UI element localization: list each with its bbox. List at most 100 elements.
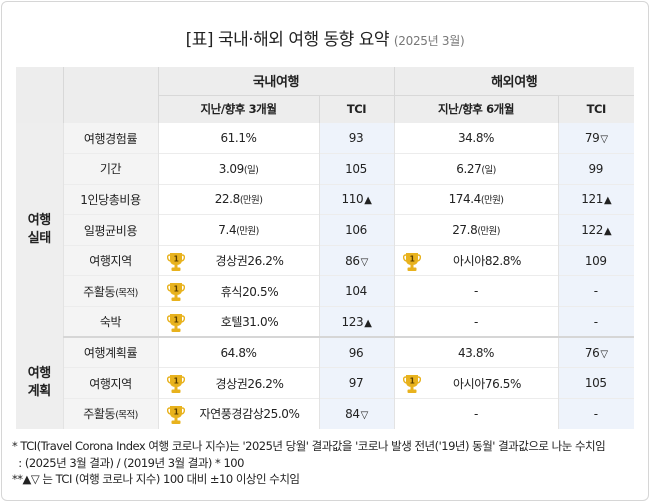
value-unit: (일): [243, 164, 259, 176]
value: 27.8: [452, 223, 478, 238]
domestic-value-cell: 22.8(만원): [157, 183, 319, 215]
value-wrap: 6.27(일): [395, 154, 558, 184]
overseas-value-cell: 43.8%: [393, 336, 558, 368]
tci-marker: ▲: [364, 195, 372, 207]
value: 휴식20.5%: [220, 284, 279, 299]
value: -: [474, 314, 478, 329]
row-label: 여행계획률: [62, 336, 158, 368]
value-text: 61.1%: [220, 131, 257, 145]
tci-marker: ▽: [600, 134, 608, 146]
tci-value: -: [593, 314, 598, 329]
trophy-rank: 1: [173, 285, 178, 294]
value: 22.8: [214, 192, 241, 207]
tci-value: 109: [584, 253, 607, 268]
table-row: 기간 3.09(일) 105 6.27(일) 99: [16, 153, 634, 185]
group-label-line2: 실태: [27, 231, 52, 247]
domestic-tci-cell: 110▲: [318, 183, 394, 215]
value-text: 64.8%: [220, 346, 257, 360]
overseas-value-cell: 1 아시아82.8%: [393, 244, 558, 276]
group-label-line1: 여행: [27, 213, 52, 229]
summary-table: 국내여행 해외여행 지난/향후 3개월 TCI 지난/향후 6개월 TCI 여행…: [16, 67, 634, 429]
tci-value: -: [593, 406, 598, 421]
value: 6.27: [456, 161, 482, 176]
tci-value: 104: [345, 284, 367, 299]
trophy-icon: 1: [166, 252, 185, 271]
header-domestic-period: 지난/향후 3개월: [157, 94, 319, 123]
table-row: 여행 계획 여행계획률 64.8% 96 43.8% 76▽: [16, 336, 634, 429]
value-unit: (만원): [236, 226, 259, 238]
row-label: 여행지역: [62, 367, 158, 399]
tci-marker: ▽: [360, 409, 369, 421]
domestic-value-cell: 1 경상권26.2%: [157, 367, 319, 399]
value: 3.09: [218, 161, 245, 176]
domestic-tci-cell: 123▲: [318, 306, 394, 338]
value-wrap: 64.8%: [159, 338, 319, 367]
row-label: 여행지역: [62, 244, 158, 276]
domestic-value-cell: 61.1%: [157, 123, 319, 154]
value-wrap: 3.09(일): [159, 154, 319, 184]
value-text: 34.8%: [457, 131, 495, 146]
row-label: 기간: [62, 153, 158, 185]
domestic-value-cell: 7.4(만원): [157, 214, 319, 246]
row-label-text: 주활동: [83, 407, 116, 422]
value-wrap: 7.4(만원): [159, 215, 319, 245]
value: 174.4: [448, 192, 482, 207]
value-wrap: 1 호텔31.0%: [159, 307, 319, 336]
footnote-marker-legend: **▲▽ 는 TCI (여행 코로나 지수) 100 대비 ±10 이상인 수치…: [12, 472, 300, 486]
tci-value: 122: [581, 223, 603, 238]
value: 43.8%: [457, 345, 495, 360]
domestic-value-cell: 1 경상권26.2%: [157, 244, 319, 276]
trophy-rank: 1: [409, 254, 414, 263]
value-text: 휴식20.5%: [199, 283, 279, 300]
value-text: -: [474, 315, 478, 329]
tci-value: 79: [584, 131, 600, 146]
value-text: 아시아82.8%: [431, 252, 521, 269]
tci-value: 93: [348, 131, 364, 146]
tci-value: 97: [348, 376, 364, 391]
header-overseas-period: 지난/향후 6개월: [393, 94, 558, 123]
table-row: 주활동(목적) 1 휴식20.5% 104 - -: [16, 275, 634, 307]
domestic-tci-cell: 105: [318, 153, 394, 185]
title-subtitle: (2025년 3월): [393, 34, 465, 48]
value-unit: (만원): [480, 195, 504, 207]
table-row: 일평균비용 7.4(만원) 106 27.8(만원) 122▲: [16, 214, 634, 246]
trophy-rank: 1: [173, 315, 178, 324]
row-label-sub: (목적): [115, 287, 138, 299]
value-wrap: 1 아시아76.5%: [395, 368, 558, 398]
value: 아시아76.5%: [452, 376, 522, 391]
value-unit: (만원): [477, 226, 500, 238]
overseas-value-cell: 1 아시아76.5%: [393, 367, 558, 399]
value-text: 7.4(만원): [218, 223, 259, 238]
tci-marker: ▲: [364, 317, 372, 329]
overseas-tci-cell: 109: [557, 244, 634, 276]
tci-marker: ▲: [603, 226, 612, 238]
tci-value: 99: [588, 161, 604, 176]
value-text: 호텔31.0%: [199, 313, 279, 330]
tci-value: 105: [345, 161, 367, 176]
value-text: 43.8%: [457, 345, 495, 360]
table-row: 숙박 1 호텔31.0% 123▲ - -: [16, 306, 634, 338]
trophy-rank: 1: [409, 377, 414, 386]
overseas-tci-cell: 79▽: [557, 123, 634, 154]
value: 7.4: [218, 223, 237, 238]
value: 경상권26.2%: [215, 254, 284, 269]
row-label: 1인당총비용: [62, 183, 158, 215]
overseas-tci-cell: 121▲: [557, 183, 634, 215]
value: 34.8%: [457, 131, 495, 146]
tci-marker: ▲: [603, 195, 612, 207]
domestic-value-cell: 3.09(일): [157, 153, 319, 185]
value: -: [474, 284, 478, 299]
table-row: 여행지역 1 경상권26.2% 97 1 아시아76.5% 105: [16, 367, 634, 399]
trophy-icon: 1: [166, 375, 185, 394]
value-text: 경상권26.2%: [193, 252, 283, 269]
row-label-text: 여행계획률: [83, 346, 138, 361]
value-wrap: 174.4(만원): [395, 185, 558, 215]
header-corner-label: [62, 67, 158, 123]
overseas-tci-cell: 105: [557, 367, 634, 399]
row-label-text: 여행경험률: [83, 131, 138, 146]
row-label: 숙박: [62, 306, 158, 338]
overseas-value-cell: 6.27(일): [393, 153, 558, 185]
domestic-tci-cell: 104: [318, 275, 394, 307]
row-label-sub: (목적): [115, 410, 138, 422]
